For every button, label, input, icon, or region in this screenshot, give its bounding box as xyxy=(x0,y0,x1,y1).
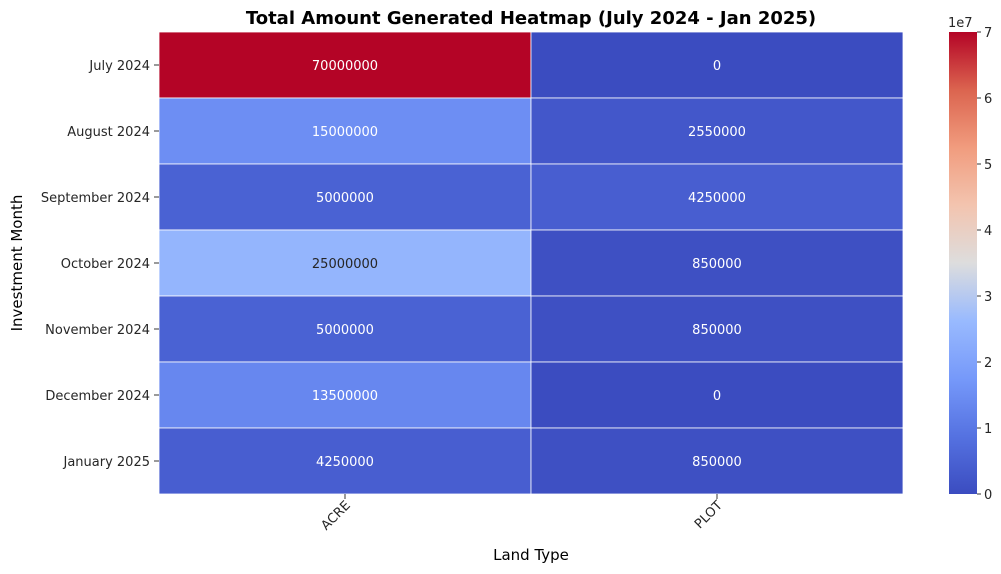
heatmap-cell-label: 5000000 xyxy=(316,323,374,338)
y-tick-label: November 2024 xyxy=(45,323,150,338)
heatmap-cell xyxy=(530,229,904,297)
heatmap-cell xyxy=(530,427,904,495)
heatmap-cell-label: 850000 xyxy=(692,455,742,470)
chart-title: Total Amount Generated Heatmap (July 202… xyxy=(246,8,816,29)
colorbar-tick-label: 0 xyxy=(984,488,992,503)
y-tick-label: January 2025 xyxy=(63,455,151,470)
heatmap-cell-label: 5000000 xyxy=(316,191,374,206)
colorbar-tick-label: 3 xyxy=(984,290,992,305)
x-axis-label: Land Type xyxy=(493,546,569,564)
heatmap-cell-label: 850000 xyxy=(692,323,742,338)
heatmap-cell xyxy=(158,427,532,495)
x-axis-ticks: ACRE PLOT xyxy=(318,494,726,534)
heatmap-cell-label: 2550000 xyxy=(688,125,746,140)
heatmap-cells xyxy=(158,31,904,495)
heatmap-cell xyxy=(530,295,904,363)
colorbar-tick-label: 6 xyxy=(984,92,992,107)
colorbar: 1e7 xyxy=(948,16,977,494)
x-tick-label: PLOT xyxy=(692,498,726,532)
heatmap-cell-label: 70000000 xyxy=(312,59,378,74)
y-tick-label: September 2024 xyxy=(41,191,150,206)
colorbar-tick-label: 2 xyxy=(984,356,992,371)
y-axis-label: Investment Month xyxy=(8,195,26,332)
heatmap-cell-label: 0 xyxy=(713,389,721,404)
heatmap-cell-label: 4250000 xyxy=(316,455,374,470)
heatmap-cell xyxy=(530,97,904,165)
heatmap-cell-label: 0 xyxy=(713,59,721,74)
heatmap-cell xyxy=(530,163,904,231)
y-tick-label: August 2024 xyxy=(67,125,150,140)
y-tick-label: October 2024 xyxy=(61,257,150,272)
heatmap-cell xyxy=(158,31,532,99)
colorbar-tick-label: 4 xyxy=(984,224,992,239)
colorbar-tick-label: 5 xyxy=(984,158,992,173)
heatmap-cell xyxy=(530,31,904,99)
y-axis-ticks: July 2024 August 2024 September 2024 Octobe… xyxy=(41,59,159,470)
colorbar-gradient xyxy=(949,32,977,494)
heatmap-cell xyxy=(158,163,532,231)
x-tick-label: ACRE xyxy=(318,498,353,533)
heatmap-cell xyxy=(158,97,532,165)
heatmap-cell-label: 850000 xyxy=(692,257,742,272)
heatmap-cell-label: 25000000 xyxy=(312,257,378,272)
heatmap-cell-labels: 70000000 0 15000000 2550000 5000000 4250000 25… xyxy=(312,59,746,470)
colorbar-ticks: 0 1 2 3 4 5 6 7 xyxy=(977,26,992,503)
y-tick-label: December 2024 xyxy=(45,389,150,404)
heatmap-cell-label: 15000000 xyxy=(312,125,378,140)
y-tick-label: July 2024 xyxy=(88,59,150,74)
heatmap-cell-label: 4250000 xyxy=(688,191,746,206)
colorbar-tick-label: 1 xyxy=(984,422,992,437)
colorbar-tick-label: 7 xyxy=(984,26,992,41)
heatmap-cell-label: 13500000 xyxy=(312,389,378,404)
heatmap-cell xyxy=(530,361,904,429)
colorbar-offset-label: 1e7 xyxy=(948,16,973,31)
